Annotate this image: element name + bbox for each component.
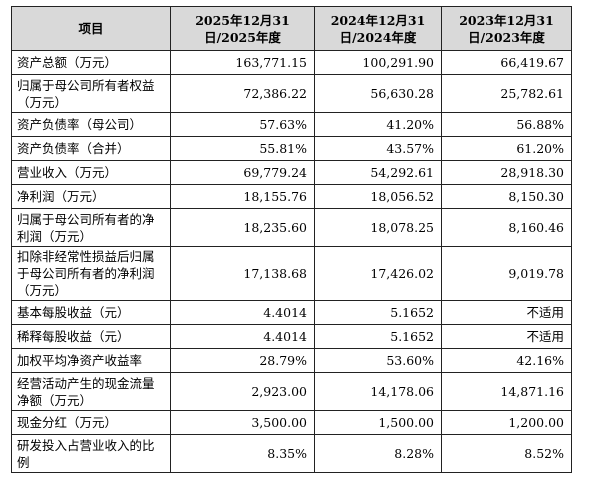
cell-2025: 18,155.76 bbox=[170, 184, 315, 209]
row-label: 归属于母公司所有者的净利润（万元） bbox=[11, 208, 171, 247]
header-item: 项目 bbox=[11, 6, 171, 51]
cell-2023: 25,782.61 bbox=[441, 74, 572, 113]
cell-2024: 5.1652 bbox=[314, 300, 442, 325]
row-label: 归属于母公司所有者权益（万元） bbox=[11, 74, 171, 113]
table-row: 研发投入占营业收入的比例 8.35% 8.28% 8.52% bbox=[11, 434, 572, 473]
table-row: 扣除非经常性损益后归属于母公司所有者的净利润（万元） 17,138.68 17,… bbox=[11, 246, 572, 301]
header-2023: 2023年12月31日/2023年度 bbox=[441, 6, 572, 51]
cell-2025: 57.63% bbox=[170, 112, 315, 137]
cell-2023: 9,019.78 bbox=[441, 246, 572, 301]
table-row: 资产负债率（母公司） 57.63% 41.20% 56.88% bbox=[11, 112, 572, 137]
table-row: 稀释每股收益（元） 4.4014 5.1652 不适用 bbox=[11, 324, 572, 349]
cell-2024: 53.60% bbox=[314, 348, 442, 373]
cell-2024: 43.57% bbox=[314, 136, 442, 161]
cell-2023: 不适用 bbox=[441, 300, 572, 325]
header-2025: 2025年12月31日/2025年度 bbox=[170, 6, 315, 51]
cell-2024: 54,292.61 bbox=[314, 160, 442, 185]
cell-2024: 14,178.06 bbox=[314, 372, 442, 411]
table-row: 净利润（万元） 18,155.76 18,056.52 8,150.30 bbox=[11, 184, 572, 209]
row-label: 研发投入占营业收入的比例 bbox=[11, 434, 171, 473]
cell-2023: 66,419.67 bbox=[441, 50, 572, 75]
cell-2023: 1,200.00 bbox=[441, 410, 572, 435]
cell-2023: 14,871.16 bbox=[441, 372, 572, 411]
cell-2023: 8.52% bbox=[441, 434, 572, 473]
cell-2024: 17,426.02 bbox=[314, 246, 442, 301]
row-label: 资产负债率（母公司） bbox=[11, 112, 171, 137]
table-row: 归属于母公司所有者权益（万元） 72,386.22 56,630.28 25,7… bbox=[11, 74, 572, 113]
row-label: 资产总额（万元） bbox=[11, 50, 171, 75]
cell-2024: 8.28% bbox=[314, 434, 442, 473]
table-row: 经营活动产生的现金流量净额（万元） 2,923.00 14,178.06 14,… bbox=[11, 372, 572, 411]
cell-2025: 2,923.00 bbox=[170, 372, 315, 411]
row-label: 经营活动产生的现金流量净额（万元） bbox=[11, 372, 171, 411]
cell-2025: 17,138.68 bbox=[170, 246, 315, 301]
cell-2025: 3,500.00 bbox=[170, 410, 315, 435]
row-label: 营业收入（万元） bbox=[11, 160, 171, 185]
cell-2024: 18,078.25 bbox=[314, 208, 442, 247]
cell-2024: 56,630.28 bbox=[314, 74, 442, 113]
row-label: 稀释每股收益（元） bbox=[11, 324, 171, 349]
cell-2024: 18,056.52 bbox=[314, 184, 442, 209]
cell-2024: 41.20% bbox=[314, 112, 442, 137]
table-header-row: 项目 2025年12月31日/2025年度 2024年12月31日/2024年度… bbox=[11, 6, 572, 51]
table-row: 营业收入（万元） 69,779.24 54,292.61 28,918.30 bbox=[11, 160, 572, 185]
cell-2025: 28.79% bbox=[170, 348, 315, 373]
cell-2025: 18,235.60 bbox=[170, 208, 315, 247]
cell-2023: 8,150.30 bbox=[441, 184, 572, 209]
cell-2023: 8,160.46 bbox=[441, 208, 572, 247]
table-row: 加权平均净资产收益率 28.79% 53.60% 42.16% bbox=[11, 348, 572, 373]
row-label: 扣除非经常性损益后归属于母公司所有者的净利润（万元） bbox=[11, 246, 171, 301]
row-label: 现金分红（万元） bbox=[11, 410, 171, 435]
table-row: 现金分红（万元） 3,500.00 1,500.00 1,200.00 bbox=[11, 410, 572, 435]
cell-2023: 56.88% bbox=[441, 112, 572, 137]
row-label: 基本每股收益（元） bbox=[11, 300, 171, 325]
cell-2025: 163,771.15 bbox=[170, 50, 315, 75]
cell-2025: 8.35% bbox=[170, 434, 315, 473]
cell-2025: 4.4014 bbox=[170, 324, 315, 349]
cell-2025: 72,386.22 bbox=[170, 74, 315, 113]
cell-2025: 55.81% bbox=[170, 136, 315, 161]
cell-2023: 28,918.30 bbox=[441, 160, 572, 185]
cell-2023: 42.16% bbox=[441, 348, 572, 373]
cell-2024: 100,291.90 bbox=[314, 50, 442, 75]
cell-2024: 5.1652 bbox=[314, 324, 442, 349]
cell-2025: 69,779.24 bbox=[170, 160, 315, 185]
cell-2025: 4.4014 bbox=[170, 300, 315, 325]
cell-2023: 61.20% bbox=[441, 136, 572, 161]
cell-2024: 1,500.00 bbox=[314, 410, 442, 435]
table-row: 基本每股收益（元） 4.4014 5.1652 不适用 bbox=[11, 300, 572, 325]
table-row: 归属于母公司所有者的净利润（万元） 18,235.60 18,078.25 8,… bbox=[11, 208, 572, 247]
header-2024: 2024年12月31日/2024年度 bbox=[314, 6, 442, 51]
table-row: 资产负债率（合并） 55.81% 43.57% 61.20% bbox=[11, 136, 572, 161]
row-label: 资产负债率（合并） bbox=[11, 136, 171, 161]
row-label: 加权平均净资产收益率 bbox=[11, 348, 171, 373]
table-row: 资产总额（万元） 163,771.15 100,291.90 66,419.67 bbox=[11, 50, 572, 75]
financial-data-table: 项目 2025年12月31日/2025年度 2024年12月31日/2024年度… bbox=[11, 6, 572, 473]
row-label: 净利润（万元） bbox=[11, 184, 171, 209]
cell-2023: 不适用 bbox=[441, 324, 572, 349]
